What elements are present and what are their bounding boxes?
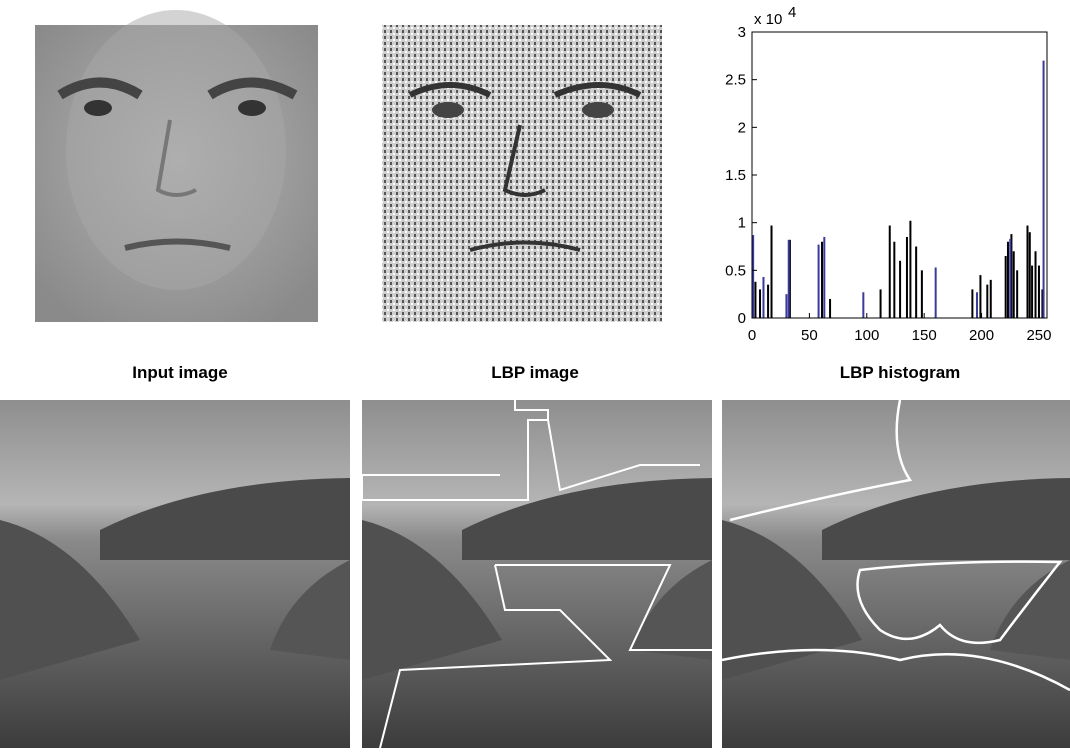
bar (1016, 270, 1018, 318)
x-tick-label: 250 (1026, 327, 1051, 344)
bar (818, 245, 820, 318)
bar (1009, 239, 1011, 318)
bar (906, 237, 908, 318)
bar (986, 285, 988, 318)
bar (754, 282, 756, 318)
bar (915, 247, 917, 319)
bar (823, 237, 825, 318)
y-tick-label: 3 (738, 24, 746, 41)
bar (829, 299, 831, 318)
bar (821, 242, 823, 318)
chart-title: LBP histogram (840, 363, 961, 382)
input-landscape (0, 400, 350, 748)
bar (1038, 266, 1040, 318)
y-tick-label: 0.5 (725, 262, 746, 279)
x-tick-label: 50 (801, 327, 818, 344)
bar (1007, 242, 1009, 318)
bar (976, 292, 978, 318)
bar (909, 221, 911, 318)
bar (771, 226, 773, 318)
bar (880, 289, 882, 318)
y-scale-label: x 10 (754, 11, 782, 28)
caption: Input image (132, 363, 227, 382)
x-tick-label: 0 (748, 327, 756, 344)
y-tick-label: 0 (738, 310, 746, 327)
bar (1043, 61, 1045, 318)
bar (759, 289, 761, 318)
bar (889, 226, 891, 318)
input-image (35, 10, 318, 322)
y-tick-label: 1.5 (725, 167, 746, 184)
histogram: 0 0.5 1 1.5 2 2.5 3 0 50 100 150 200 250 x 10 4 (725, 4, 1051, 344)
bar (862, 292, 864, 318)
x-tick-label: 150 (912, 327, 937, 344)
bar (1031, 266, 1033, 318)
bar (762, 277, 764, 318)
segmented-landscape-2 (722, 400, 1070, 748)
landscape-images (0, 400, 1070, 748)
bar (979, 275, 981, 318)
x-tick-label: 100 (854, 327, 879, 344)
y-tick-label: 2 (738, 119, 746, 136)
bar (899, 261, 901, 318)
bar (767, 285, 769, 318)
bar (921, 270, 923, 318)
y-scale-exponent: 4 (788, 4, 796, 21)
bar (788, 240, 790, 318)
lbp-image (382, 25, 662, 322)
y-tick-label: 1 (738, 215, 746, 232)
figure: 0 0.5 1 1.5 2 2.5 3 0 50 100 150 200 250 x 10 4 Input … (0, 0, 1070, 748)
bar (971, 289, 973, 318)
bar (893, 242, 895, 318)
bar (785, 294, 787, 318)
caption: LBP image (491, 363, 579, 382)
bar (1013, 251, 1015, 318)
bar (1029, 232, 1031, 318)
bar (1005, 256, 1007, 318)
bar (935, 267, 937, 318)
x-tick-label: 200 (969, 327, 994, 344)
y-tick-label: 2.5 (725, 72, 746, 89)
bar (990, 280, 992, 318)
segmented-landscape-1 (362, 400, 712, 748)
bar (1026, 226, 1028, 318)
bar (1035, 251, 1037, 318)
page: {"captions": ["Input image", "LBP image"… (0, 0, 1070, 748)
